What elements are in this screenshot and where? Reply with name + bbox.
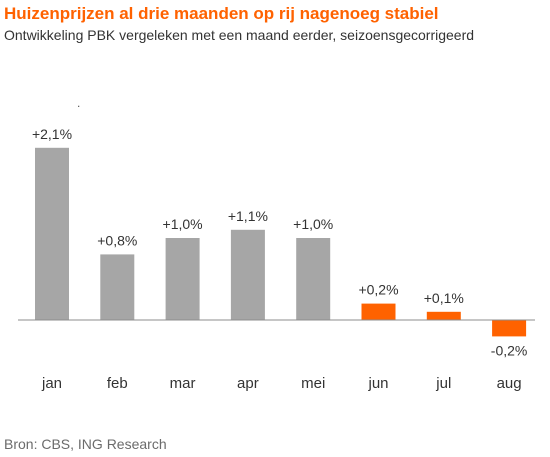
data-label-apr: +1,1% xyxy=(228,208,268,224)
bar-mar xyxy=(165,238,200,320)
data-label-jun: +0,2% xyxy=(358,282,398,298)
data-label-mei: +1,0% xyxy=(293,216,333,232)
data-label-jul: +0,1% xyxy=(424,290,464,306)
chart-title: Huizenprijzen al drie maanden op rij nag… xyxy=(4,4,439,23)
bar-aug xyxy=(492,320,527,337)
bar-jun xyxy=(361,303,396,320)
bar-jan xyxy=(35,147,69,320)
bar-mei xyxy=(296,238,331,320)
bar-feb xyxy=(100,254,135,320)
stray-mark: . xyxy=(77,96,81,110)
tick-label-jun: jun xyxy=(367,375,388,392)
data-label-feb: +0,8% xyxy=(97,232,137,248)
chart-subtitle: Ontwikkeling PBK vergeleken met een maan… xyxy=(4,27,475,43)
bar-apr xyxy=(230,229,265,320)
tick-label-mar: mar xyxy=(170,375,196,392)
tick-label-jul: jul xyxy=(435,375,451,392)
bar-jul xyxy=(426,311,461,320)
data-label-jan: +2,1% xyxy=(32,126,72,142)
tick-label-apr: apr xyxy=(237,375,259,392)
data-label-aug: -0,2% xyxy=(491,342,528,358)
tick-label-mei: mei xyxy=(301,375,325,392)
tick-label-aug: aug xyxy=(497,375,522,392)
tick-label-feb: feb xyxy=(107,375,128,392)
source-note: Bron: CBS, ING Research xyxy=(4,436,167,452)
tick-label-jan: jan xyxy=(41,375,62,392)
data-label-mar: +1,0% xyxy=(163,216,203,232)
